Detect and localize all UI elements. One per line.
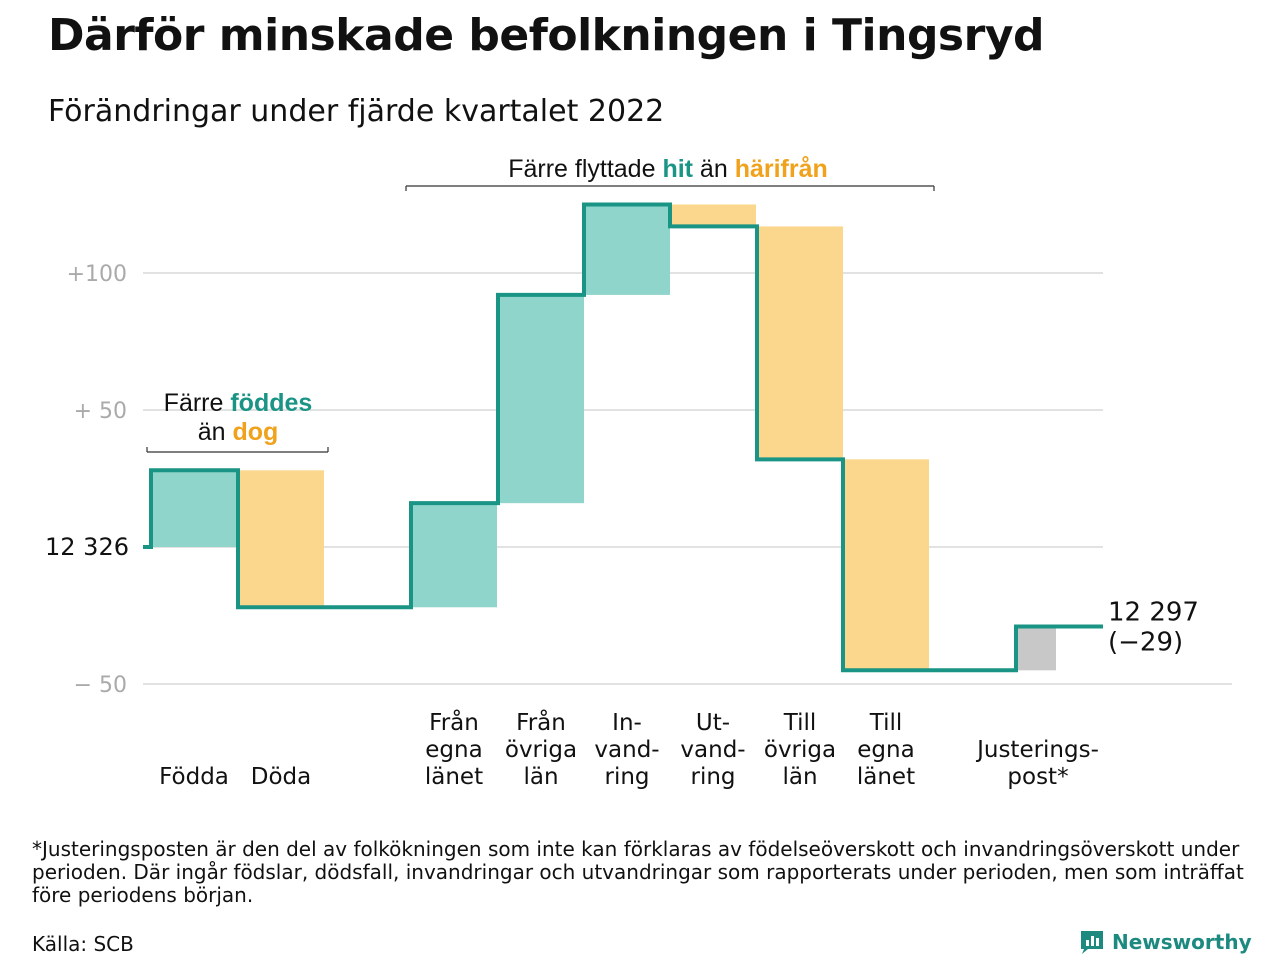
bar-1	[238, 470, 324, 608]
end-value-label: 12 297	[1108, 597, 1199, 627]
category-label: ring	[690, 764, 735, 790]
cumulative-step-line	[143, 202, 1103, 673]
bar-6	[757, 226, 843, 460]
category-label: Till	[869, 710, 903, 736]
newsworthy-logo-icon	[1081, 931, 1103, 954]
annotation-born-line1: Färre föddes	[164, 389, 313, 417]
category-label: vand-	[594, 737, 659, 763]
category-label: ring	[604, 764, 649, 790]
bar-8	[1016, 626, 1056, 671]
start-value-label: 12 326	[45, 533, 129, 561]
category-label: övriga	[764, 737, 836, 763]
footnote: *Justeringsposten är den del av folkökni…	[32, 837, 1244, 907]
category-label: länet	[425, 764, 483, 790]
y-tick-label: + 50	[74, 399, 127, 424]
category-label: Ut-	[696, 710, 730, 736]
category-label: Justerings-	[975, 737, 1099, 763]
end-change-label: (−29)	[1108, 627, 1183, 657]
bar-2	[411, 503, 497, 608]
bar-7	[843, 459, 929, 671]
brand-name: Newsworthy	[1112, 930, 1252, 954]
category-label: post*	[1007, 764, 1068, 790]
category-label: Från	[516, 708, 566, 736]
bar-5	[670, 204, 756, 227]
category-label: Födda	[159, 764, 229, 790]
category-label: Från	[429, 708, 479, 736]
source-label: Källa: SCB	[32, 932, 134, 956]
category-label: vand-	[680, 737, 745, 763]
chart-title: Därför minskade befolkningen i Tingsryd	[48, 10, 1045, 61]
category-label: egna	[425, 737, 482, 763]
category-label: egna	[857, 737, 914, 763]
category-label: länet	[857, 764, 915, 790]
category-label: Döda	[251, 764, 311, 790]
brand-logo: Newsworthy	[1078, 928, 1252, 956]
chart-subtitle: Förändringar under fjärde kvartalet 2022	[48, 94, 665, 129]
category-label: län	[782, 764, 817, 790]
y-tick-label: +100	[67, 262, 127, 287]
bar-4	[584, 204, 670, 295]
category-label: In-	[612, 710, 642, 736]
y-tick-label: − 50	[74, 673, 127, 698]
category-label: Till	[783, 710, 817, 736]
category-label: övriga	[505, 737, 577, 763]
annotation-moved: Färre flyttade hit än härifrån	[508, 155, 828, 183]
bar-3	[498, 294, 584, 504]
bar-0	[151, 470, 237, 547]
category-label: län	[523, 764, 558, 790]
annotation-born-line2: än dog	[198, 418, 279, 446]
